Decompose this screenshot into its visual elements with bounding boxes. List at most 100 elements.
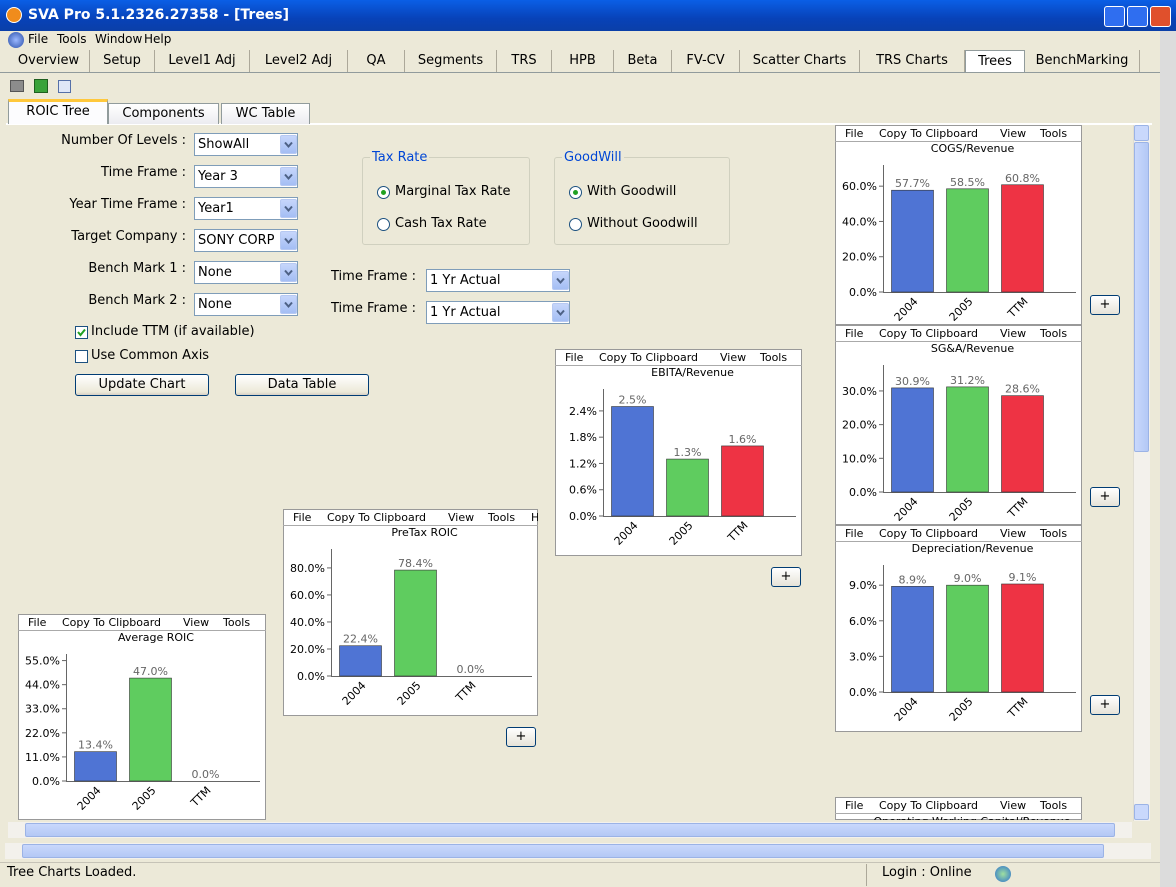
y-tick-label: 0.0% — [297, 670, 325, 683]
combo-box[interactable]: ShowAll — [194, 133, 298, 156]
chart-title: Average ROIC — [118, 631, 194, 644]
button[interactable]: Update Chart — [75, 374, 209, 396]
dropdown-arrow[interactable] — [552, 303, 569, 322]
tab[interactable]: BenchMarking — [1025, 50, 1140, 72]
y-tick-label: 20.0% — [842, 251, 877, 264]
radio-label: Marginal Tax Rate — [395, 184, 511, 199]
chart-menu-item: View — [1000, 127, 1026, 140]
chart-menu-item: Tools — [1039, 799, 1067, 812]
chart-menu-item: Copy To Clipboard — [879, 527, 978, 540]
checkbox[interactable] — [75, 326, 88, 339]
maximize-button[interactable] — [1127, 6, 1148, 27]
dropdown-arrow[interactable] — [280, 135, 297, 154]
copy-icon[interactable] — [58, 80, 71, 93]
value-label: 78.4% — [398, 557, 433, 570]
radio-label: Without Goodwill — [587, 216, 698, 231]
scroll-up[interactable] — [1134, 125, 1149, 141]
combo-box[interactable]: None — [194, 293, 298, 316]
chart-menu-item: Tools — [1039, 327, 1067, 340]
tab[interactable]: Setup — [90, 50, 155, 72]
tab[interactable]: Beta — [614, 50, 672, 72]
y-tick-label: 33.0% — [25, 703, 60, 716]
chart-menu-item: View — [1000, 799, 1026, 812]
close-button[interactable] — [1150, 6, 1171, 27]
tab[interactable]: TRS Charts — [860, 50, 965, 72]
y-tick-label: 0.6% — [569, 484, 597, 497]
combo-value: None — [198, 297, 232, 312]
combo-box[interactable]: SONY CORP — [194, 229, 298, 252]
dropdown-arrow[interactable] — [280, 231, 297, 250]
tab[interactable]: TRS — [497, 50, 552, 72]
value-label: 60.8% — [1005, 172, 1040, 185]
combo-box[interactable]: None — [194, 261, 298, 284]
check-glyph — [77, 328, 86, 337]
y-tick-label: 0.0% — [849, 286, 877, 299]
value-label: 28.6% — [1005, 383, 1040, 396]
scroll-thumb[interactable] — [1134, 142, 1149, 452]
checkbox-label: Include TTM (if available) — [91, 324, 255, 339]
print-icon[interactable] — [10, 80, 24, 92]
refresh-icon[interactable] — [34, 79, 48, 93]
expand-button[interactable]: + — [506, 727, 536, 747]
dropdown-arrow[interactable] — [280, 295, 297, 314]
expand-button[interactable]: + — [1090, 295, 1120, 315]
tab[interactable]: FV-CV — [672, 50, 740, 72]
tab[interactable]: Scatter Charts — [740, 50, 860, 72]
scroll-thumb[interactable] — [25, 823, 1115, 837]
menu-item[interactable]: Help — [144, 32, 172, 46]
chart-menu-item: Copy To Clipboard — [327, 511, 426, 524]
combo-box[interactable]: 1 Yr Actual — [426, 269, 570, 292]
chart-title: SG&A/Revenue — [931, 342, 1014, 355]
value-label: 58.5% — [950, 176, 985, 189]
dropdown-arrow[interactable] — [280, 263, 297, 282]
chart-menu-item: View — [1000, 327, 1026, 340]
login-status: Login : Online — [882, 865, 972, 880]
sub-tab[interactable]: WC Table — [221, 103, 310, 124]
expand-button[interactable]: + — [1090, 487, 1120, 507]
button[interactable]: Data Table — [235, 374, 369, 396]
tab[interactable]: QA — [348, 50, 405, 72]
tab-selected[interactable]: Trees — [965, 50, 1025, 73]
scroll-down[interactable] — [1134, 804, 1149, 820]
tab[interactable]: Segments — [405, 50, 497, 72]
expand-button[interactable]: + — [771, 567, 801, 587]
combo-box[interactable]: Year 3 — [194, 165, 298, 188]
radio[interactable] — [569, 218, 582, 231]
dropdown-arrow[interactable] — [552, 271, 569, 290]
y-tick-label: 1.8% — [569, 431, 597, 444]
y-tick-label: 0.0% — [849, 686, 877, 699]
checkbox[interactable] — [75, 350, 88, 363]
combo-box[interactable]: 1 Yr Actual — [426, 301, 570, 324]
tab[interactable]: HPB — [552, 50, 614, 72]
checkbox-label: Use Common Axis — [91, 348, 210, 363]
radio[interactable] — [569, 186, 582, 199]
radio[interactable] — [377, 186, 390, 199]
menu-item[interactable]: File — [28, 32, 49, 46]
combo-box[interactable]: Year1 — [194, 197, 298, 220]
chart-title: EBITA/Revenue — [651, 366, 734, 379]
sub-tab[interactable]: Components — [108, 103, 219, 124]
arrow-glyph — [284, 173, 293, 181]
chart-menu-item: View — [1000, 527, 1026, 540]
minimize-button[interactable] — [1104, 6, 1125, 27]
menu-item[interactable]: Window — [95, 32, 143, 46]
tab[interactable]: Overview — [8, 50, 90, 72]
field-label: Year Time Frame : — [69, 197, 186, 212]
field-label: Number Of Levels : — [61, 133, 186, 148]
chart-menu-item: Copy To Clipboard — [62, 616, 161, 629]
value-label: 8.9% — [899, 573, 927, 586]
tab[interactable]: Level1 Adj — [155, 50, 250, 72]
bar — [611, 406, 654, 517]
expand-button[interactable]: + — [1090, 695, 1120, 715]
scroll-thumb[interactable] — [22, 844, 1104, 858]
field-label: Target Company : — [71, 229, 186, 244]
sub-tab-selected[interactable]: ROIC Tree — [8, 99, 108, 124]
dropdown-arrow[interactable] — [280, 167, 297, 186]
arrow-glyph — [556, 277, 565, 285]
dropdown-arrow[interactable] — [280, 199, 297, 218]
radio[interactable] — [377, 218, 390, 231]
tab[interactable]: Level2 Adj — [250, 50, 348, 72]
menu-item[interactable]: Tools — [57, 32, 87, 46]
chart-menu-item: View — [448, 511, 474, 524]
